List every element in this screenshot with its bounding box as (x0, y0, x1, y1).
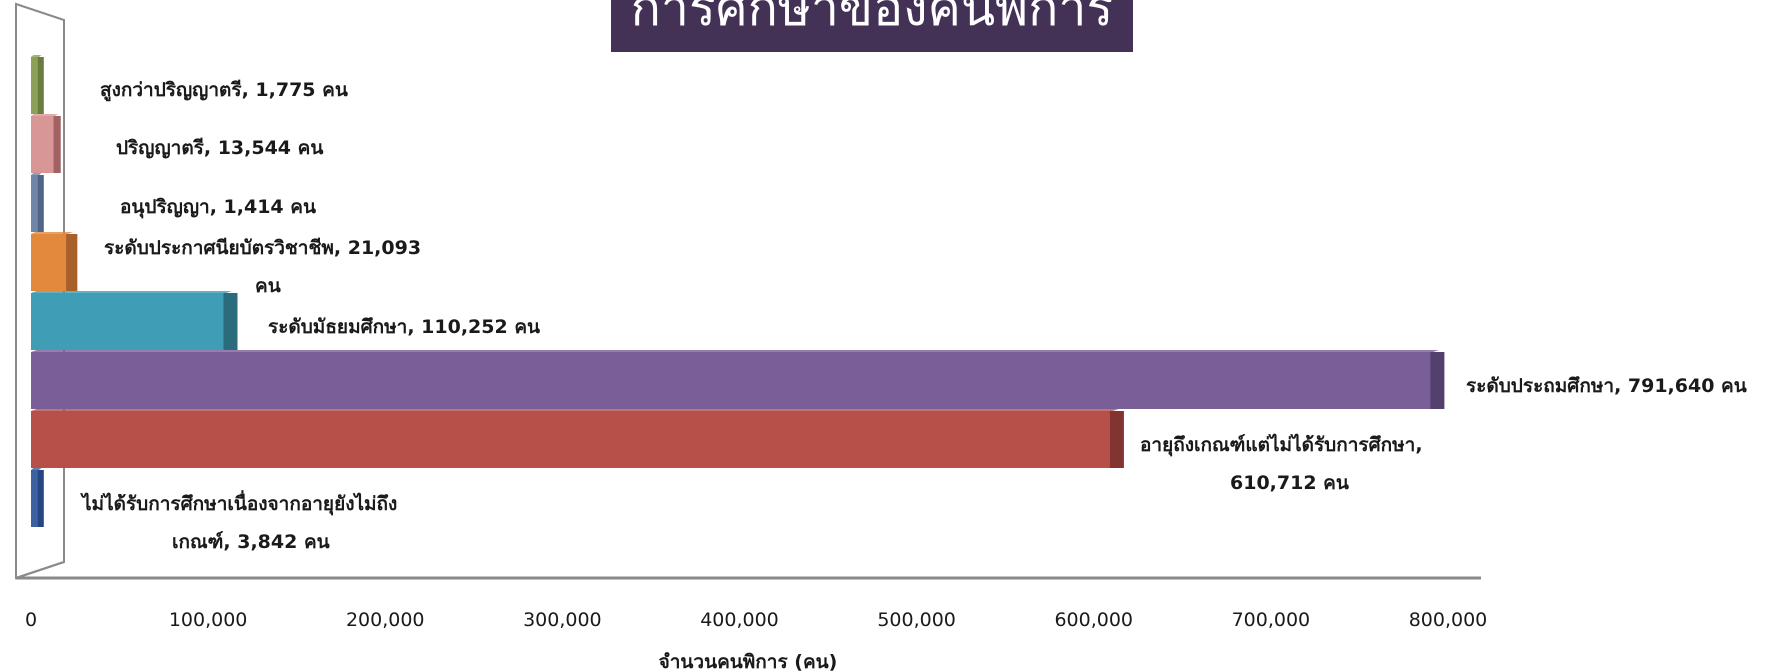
floor-edge (15, 561, 65, 579)
data-label-4-line-2: คน (255, 275, 281, 297)
x-tick-label-5: 400,000 (700, 609, 779, 631)
bar-2 (31, 116, 55, 173)
x-tick-label-2: 100,000 (169, 609, 248, 631)
bar-1 (31, 57, 39, 114)
x-tick-label-9: 800,000 (1409, 609, 1488, 631)
x-axis-title: จำนวนคนพิการ (คน) (659, 651, 838, 672)
x-tick-label-7: 600,000 (1054, 609, 1133, 631)
bar-top-2 (31, 114, 58, 116)
bar-3 (31, 175, 39, 232)
data-label-6-line-1: ระดับประถมศึกษา, 791,640 คน (1466, 375, 1747, 397)
bar-6 (31, 352, 1434, 409)
bar-8 (31, 470, 39, 527)
data-label-1-line-1: สูงกว่าปริญญาตรี, 1,775 คน (100, 79, 348, 102)
bar-side-3 (37, 175, 44, 232)
bar-side-2 (53, 116, 61, 173)
x-tick-label-4: 300,000 (523, 609, 602, 631)
bar-side-7 (1109, 411, 1124, 468)
bar-side-1 (37, 57, 44, 114)
bar-7 (31, 411, 1113, 468)
bar-side-8 (37, 470, 44, 527)
bar-top-1 (31, 55, 42, 57)
data-label-7-line-2: 610,712 คน (1230, 472, 1349, 494)
bar-top-8 (31, 468, 42, 470)
bar-top-3 (31, 173, 42, 175)
x-tick-label-8: 700,000 (1232, 609, 1311, 631)
data-label-4-line-1: ระดับประกาศนียบัตรวิชาชีพ, 21,093 (104, 237, 421, 259)
bar-top-6 (31, 350, 1439, 352)
bar-top-7 (31, 409, 1119, 411)
data-label-5-line-1: ระดับมัธยมศึกษา, 110,252 คน (268, 316, 540, 338)
data-label-2-line-1: ปริญญาตรี, 13,544 คน (116, 137, 323, 159)
bar-top-5 (31, 291, 232, 293)
bar-side-4 (66, 234, 78, 291)
data-label-8-line-1: ไม่ได้รับการศึกษาเนื่องจากอายุยังไม่ถึง (80, 490, 397, 516)
bar-side-5 (223, 293, 238, 350)
data-label-8-line-2: เกณฑ์, 3,842 คน (172, 531, 330, 553)
bar-5 (31, 293, 227, 350)
bar-top-4 (31, 232, 73, 234)
data-label-7-line-1: อายุถึงเกณฑ์แต่ไม่ได้รับการศึกษา, (1140, 433, 1423, 457)
chart-title: การศึกษาของคนพิการ (611, 0, 1133, 52)
x-tick-label-6: 500,000 (877, 609, 956, 631)
data-label-3-line-1: อนุปริญญา, 1,414 คน (120, 196, 316, 219)
x-tick-label-1: 0 (25, 609, 37, 631)
bar-4 (31, 234, 69, 291)
x-tick-label-3: 200,000 (346, 609, 425, 631)
bar-side-6 (1430, 352, 1445, 409)
